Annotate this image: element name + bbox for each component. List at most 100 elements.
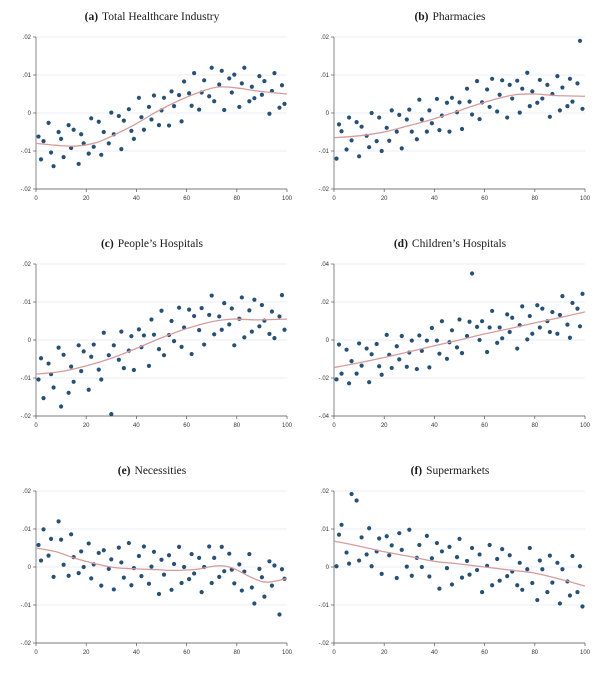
scatter-point — [437, 586, 442, 591]
lowess-line — [333, 540, 586, 587]
scatter-point — [369, 564, 374, 569]
y-tick-label: .01 — [23, 73, 32, 79]
scatter-point — [449, 582, 455, 587]
scatter-point — [495, 109, 500, 114]
scatter-point — [545, 82, 550, 87]
scatter-point — [419, 564, 424, 570]
scatter-point — [176, 305, 182, 310]
scatter-point — [437, 351, 442, 356]
scatter-plot-f: -.02 -.01 0 .01 .02 0 20 40 60 80 100 — [319, 489, 591, 656]
x-tick-label: 40 — [431, 650, 438, 656]
scatter-point — [222, 107, 227, 113]
scatter-point — [46, 361, 51, 366]
scatter-point — [239, 81, 244, 86]
x-tick-label: 100 — [282, 650, 293, 656]
panel-total-healthcare-industry: (a) Total Healthcare Industry -.02 -.01 0 .0… — [6, 10, 298, 207]
scatter-point — [404, 364, 409, 369]
panel-label: (a) — [84, 11, 99, 23]
scatter-point — [161, 353, 167, 358]
scatter-point — [507, 553, 512, 558]
scatter-point — [207, 312, 212, 318]
scatter-point — [490, 583, 495, 588]
scatter-point — [96, 119, 101, 124]
scatter-point — [106, 141, 111, 146]
scatter-point — [169, 89, 174, 94]
scatter-point — [192, 313, 197, 319]
scatter-point — [444, 356, 450, 361]
scatter-point — [397, 531, 402, 536]
scatter-point — [71, 127, 76, 132]
scatter-point — [487, 542, 492, 548]
scatter-point — [91, 342, 96, 347]
scatter-point — [232, 581, 237, 586]
scatter-point — [171, 561, 177, 567]
scatter-point — [119, 560, 124, 565]
scatter-point — [262, 594, 267, 599]
scatter-point — [96, 550, 101, 556]
y-tick-label: 0 — [28, 111, 32, 117]
scatter-point — [527, 104, 532, 109]
lowess-line — [35, 86, 288, 147]
scatter-point — [457, 536, 462, 541]
scatter-point — [535, 303, 540, 308]
scatter-point — [239, 588, 244, 593]
scatter-point — [91, 144, 96, 149]
scatter-point — [99, 152, 104, 157]
x-tick-label: 0 — [332, 650, 336, 656]
scatter-point — [192, 71, 197, 76]
scatter-point — [354, 120, 359, 125]
x-tick-label: 0 — [34, 650, 38, 656]
scatter-point — [272, 71, 277, 76]
scatter-point — [424, 338, 429, 343]
lowess-line — [35, 318, 288, 375]
scatter-point — [367, 380, 372, 385]
scatter-point — [247, 308, 252, 313]
scatter-point — [530, 580, 535, 586]
scatter-point — [217, 82, 222, 87]
x-tick-label: 40 — [133, 196, 140, 202]
scatter-point — [59, 136, 64, 141]
scatter-point — [212, 99, 217, 104]
x-tick-label: 80 — [233, 196, 240, 202]
scatter-point — [66, 573, 71, 578]
scatter-point — [86, 151, 91, 156]
scatter-point — [577, 38, 583, 43]
scatter-point — [527, 313, 532, 319]
scatter-point — [429, 121, 434, 126]
y-tick-label: .02 — [321, 35, 330, 41]
scatter-point — [38, 157, 44, 162]
scatter-point — [397, 112, 402, 117]
scatter-point — [537, 325, 542, 330]
scatter-point — [384, 332, 389, 337]
scatter-point — [149, 317, 154, 322]
scatter-point — [527, 545, 532, 551]
scatter-point — [139, 574, 144, 579]
scatter-point — [86, 387, 91, 392]
scatter-point — [567, 76, 573, 81]
y-tick-label: -.01 — [319, 603, 330, 609]
scatter-point — [121, 118, 126, 123]
scatter-point — [555, 74, 560, 79]
scatter-point — [580, 291, 585, 296]
panel-title-text: Supermarkets — [426, 465, 490, 477]
scatter-point — [41, 527, 46, 532]
scatter-point — [187, 577, 192, 582]
scatter-point — [414, 137, 419, 142]
x-tick-label: 60 — [481, 196, 488, 202]
scatter-point — [38, 356, 44, 361]
scatter-point — [239, 295, 244, 300]
scatter-point — [379, 148, 384, 154]
scatter-point — [429, 325, 434, 331]
scatter-point — [449, 328, 455, 333]
x-tick-label: 80 — [531, 650, 538, 656]
scatter-point — [199, 589, 204, 595]
panel-label: (c) — [100, 238, 114, 250]
scatter-point — [237, 104, 242, 110]
scatter-point — [409, 338, 414, 343]
scatter-point — [159, 557, 164, 562]
scatter-point — [417, 542, 422, 548]
panel-necessities: (e) Necessities -.02 -.01 0 .01 .02 0 20 40 60 80 1… — [6, 464, 298, 661]
x-tick-label: 20 — [381, 650, 388, 656]
scatter-point — [106, 353, 111, 358]
scatter-point — [560, 567, 565, 572]
